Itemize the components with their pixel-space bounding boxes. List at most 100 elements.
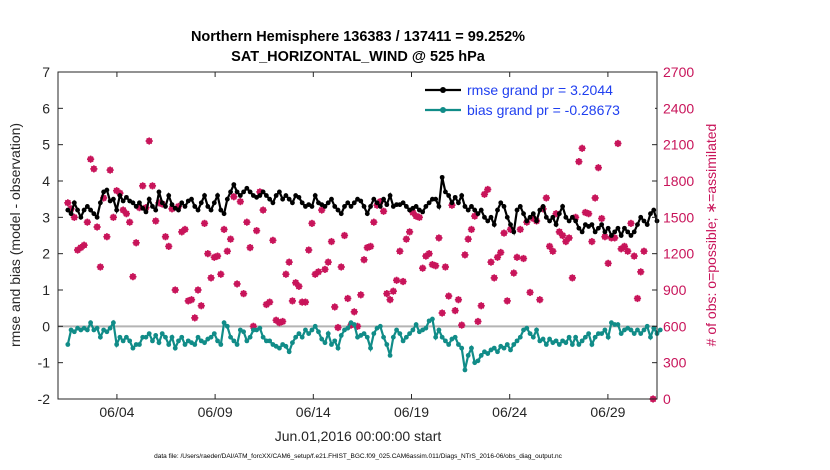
obs-marker-ring <box>321 266 329 273</box>
rmse-point <box>491 222 497 228</box>
obs-point <box>161 233 170 241</box>
obs-marker-ring <box>162 233 169 240</box>
rmse-point <box>423 204 429 209</box>
bias-point <box>514 338 520 344</box>
obs-marker-ring <box>592 194 599 202</box>
obs-marker-ring <box>484 186 491 193</box>
obs-marker-ring <box>426 250 433 257</box>
bias-point <box>241 329 246 335</box>
rmse-point <box>648 211 653 217</box>
rmse-point <box>478 207 484 213</box>
obs-point <box>633 294 642 303</box>
obs-marker-ring <box>621 243 628 250</box>
rmse-point <box>609 233 614 238</box>
rmse-point <box>257 193 263 198</box>
obs-point <box>139 182 147 190</box>
rmse-point <box>163 204 168 209</box>
bias-point <box>563 340 569 346</box>
obs-marker-ring <box>500 229 508 237</box>
bias-point <box>306 331 312 336</box>
rmse-point <box>309 204 315 209</box>
rmse-point <box>602 229 608 235</box>
rmse-point <box>81 207 87 213</box>
obs-marker-ring <box>87 156 94 163</box>
obs-marker-ring <box>624 248 631 255</box>
obs-point <box>285 258 293 266</box>
bias-point <box>589 342 595 347</box>
rmse-point <box>156 189 162 195</box>
bias-point <box>368 345 373 351</box>
obs-point <box>279 317 287 326</box>
chart-title-line2: SAT_HORIZONTAL_WIND @ 525 hPa <box>231 49 486 65</box>
obs-point <box>464 235 472 243</box>
legend: rmse grand pr = 3.2044 bias grand pr = -0… <box>421 78 655 122</box>
obs-point <box>129 273 137 281</box>
axis-ticks: -2 -1 0 1 2 3 4 5 6 7 0 300 600 900 1200 1500 1800 2100 24… <box>38 64 695 420</box>
rmse-point <box>342 204 347 209</box>
rmse-point <box>110 196 116 202</box>
obs-point <box>331 303 339 311</box>
obs-marker-ring <box>598 215 605 222</box>
rmse-point <box>475 211 481 217</box>
obs-point <box>181 225 189 234</box>
obs-marker-ring <box>227 236 234 243</box>
rmse-point <box>579 229 585 235</box>
rmse-point <box>628 233 634 238</box>
obs-marker-ring <box>305 246 312 254</box>
y-right-tick-label: 1500 <box>663 209 694 225</box>
obs-point <box>344 294 352 303</box>
obs-marker-ring <box>435 234 443 242</box>
bias-point <box>65 342 71 347</box>
obs-marker-ring <box>126 219 133 226</box>
rmse-point <box>400 200 406 206</box>
obs-point <box>275 319 284 327</box>
bias-point <box>338 333 344 338</box>
bias-point <box>504 342 510 347</box>
obs-point <box>545 242 554 250</box>
obs-point <box>516 225 524 234</box>
obs-marker-ring <box>191 314 198 321</box>
obs-point <box>327 237 336 246</box>
bias-point <box>569 342 575 347</box>
bias-point <box>566 334 572 340</box>
rmse-point <box>234 189 240 195</box>
rmse-point <box>508 222 513 228</box>
bias-point <box>267 338 273 344</box>
obs-point <box>575 158 583 166</box>
rmse-point <box>140 205 146 211</box>
bias-point <box>582 334 588 340</box>
rmse-point <box>244 185 250 191</box>
obs-point <box>246 244 254 252</box>
rmse-point <box>387 193 393 198</box>
y-right-tick-label: 2400 <box>663 100 694 116</box>
obs-point <box>640 247 648 255</box>
rmse-point <box>286 196 292 202</box>
rmse-point <box>104 187 110 193</box>
rmse-point <box>335 207 341 213</box>
rmse-point <box>553 222 559 228</box>
x-tick-label: 06/14 <box>296 404 331 420</box>
obs-point <box>305 246 313 254</box>
rmse-point <box>364 211 370 217</box>
bias-point <box>290 340 295 346</box>
rmse-point <box>403 204 409 209</box>
obs-point <box>357 291 365 299</box>
obs-point <box>432 262 440 270</box>
rmse-point <box>224 196 230 202</box>
bias-point <box>495 349 500 355</box>
rmse-point <box>436 204 442 209</box>
rmse-point <box>68 211 74 217</box>
obs-marker-ring <box>331 303 338 311</box>
obs-marker-ring <box>416 214 423 221</box>
obs-marker-ring <box>360 256 368 263</box>
rmse-point <box>449 200 455 206</box>
obs-point <box>598 214 606 223</box>
bias-point <box>592 334 598 340</box>
obs-point <box>334 323 342 332</box>
obs-point <box>601 233 609 241</box>
y-right-tick-label: 600 <box>663 318 687 334</box>
bias-point <box>602 327 608 333</box>
bias-point <box>618 331 624 336</box>
obs-point <box>233 280 241 288</box>
obs-point <box>171 286 179 294</box>
